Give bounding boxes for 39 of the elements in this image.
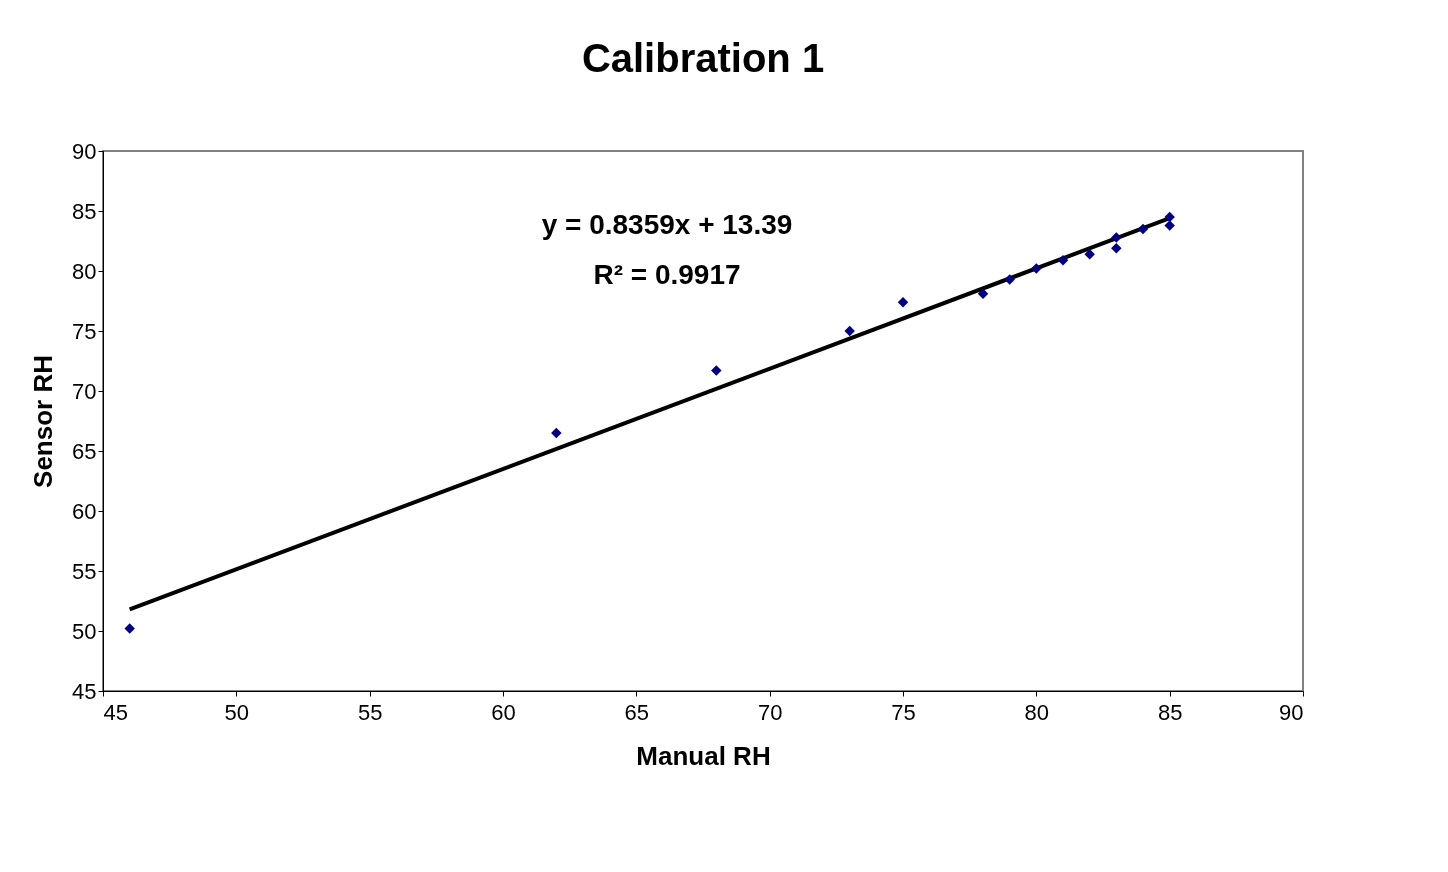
y-tick-label: 65 bbox=[72, 438, 97, 464]
point bbox=[1137, 223, 1149, 235]
y-tick-label: 85 bbox=[72, 198, 97, 224]
point bbox=[1004, 274, 1015, 285]
point bbox=[1111, 232, 1122, 243]
annotation: R² = 0.9917 bbox=[593, 259, 741, 290]
x-tick-label: 45 bbox=[103, 699, 128, 725]
x-tick-label: 75 bbox=[891, 699, 916, 725]
point bbox=[977, 288, 989, 300]
point bbox=[1111, 242, 1122, 254]
point bbox=[1031, 263, 1042, 274]
x-tick-label: 65 bbox=[624, 699, 650, 725]
annotation: y = 0.8359x + 13.39 bbox=[541, 209, 793, 240]
y-tick-label: 60 bbox=[72, 498, 97, 524]
y-axis-title: Sensor RH bbox=[28, 355, 59, 488]
point bbox=[1057, 254, 1069, 266]
y-tick-label: 45 bbox=[72, 678, 97, 704]
y-tick-label: 70 bbox=[72, 378, 97, 404]
x-tick-label: 70 bbox=[757, 699, 783, 725]
x-tick-label: 55 bbox=[357, 699, 383, 725]
x-axis-title: Manual RH bbox=[636, 740, 771, 771]
point bbox=[844, 325, 855, 337]
y-tick-label: 55 bbox=[72, 558, 97, 584]
point bbox=[1164, 220, 1175, 231]
chart-title: Calibration 1 bbox=[581, 36, 825, 80]
y-tick-label: 75 bbox=[72, 318, 97, 344]
y-tick-label: 80 bbox=[72, 258, 97, 284]
point bbox=[551, 427, 562, 439]
x-tick-label: 60 bbox=[491, 699, 516, 725]
point bbox=[1084, 248, 1095, 260]
y-tick-label: 50 bbox=[72, 618, 97, 644]
x-tick-label: 50 bbox=[224, 699, 250, 725]
y-tick-label: 90 bbox=[72, 138, 97, 164]
point bbox=[711, 365, 722, 376]
x-tick-label: 85 bbox=[1157, 699, 1183, 725]
x-tick-label: 80 bbox=[1024, 699, 1050, 725]
point bbox=[897, 296, 909, 308]
point bbox=[124, 623, 135, 634]
x-tick-label: 90 bbox=[1279, 699, 1304, 725]
